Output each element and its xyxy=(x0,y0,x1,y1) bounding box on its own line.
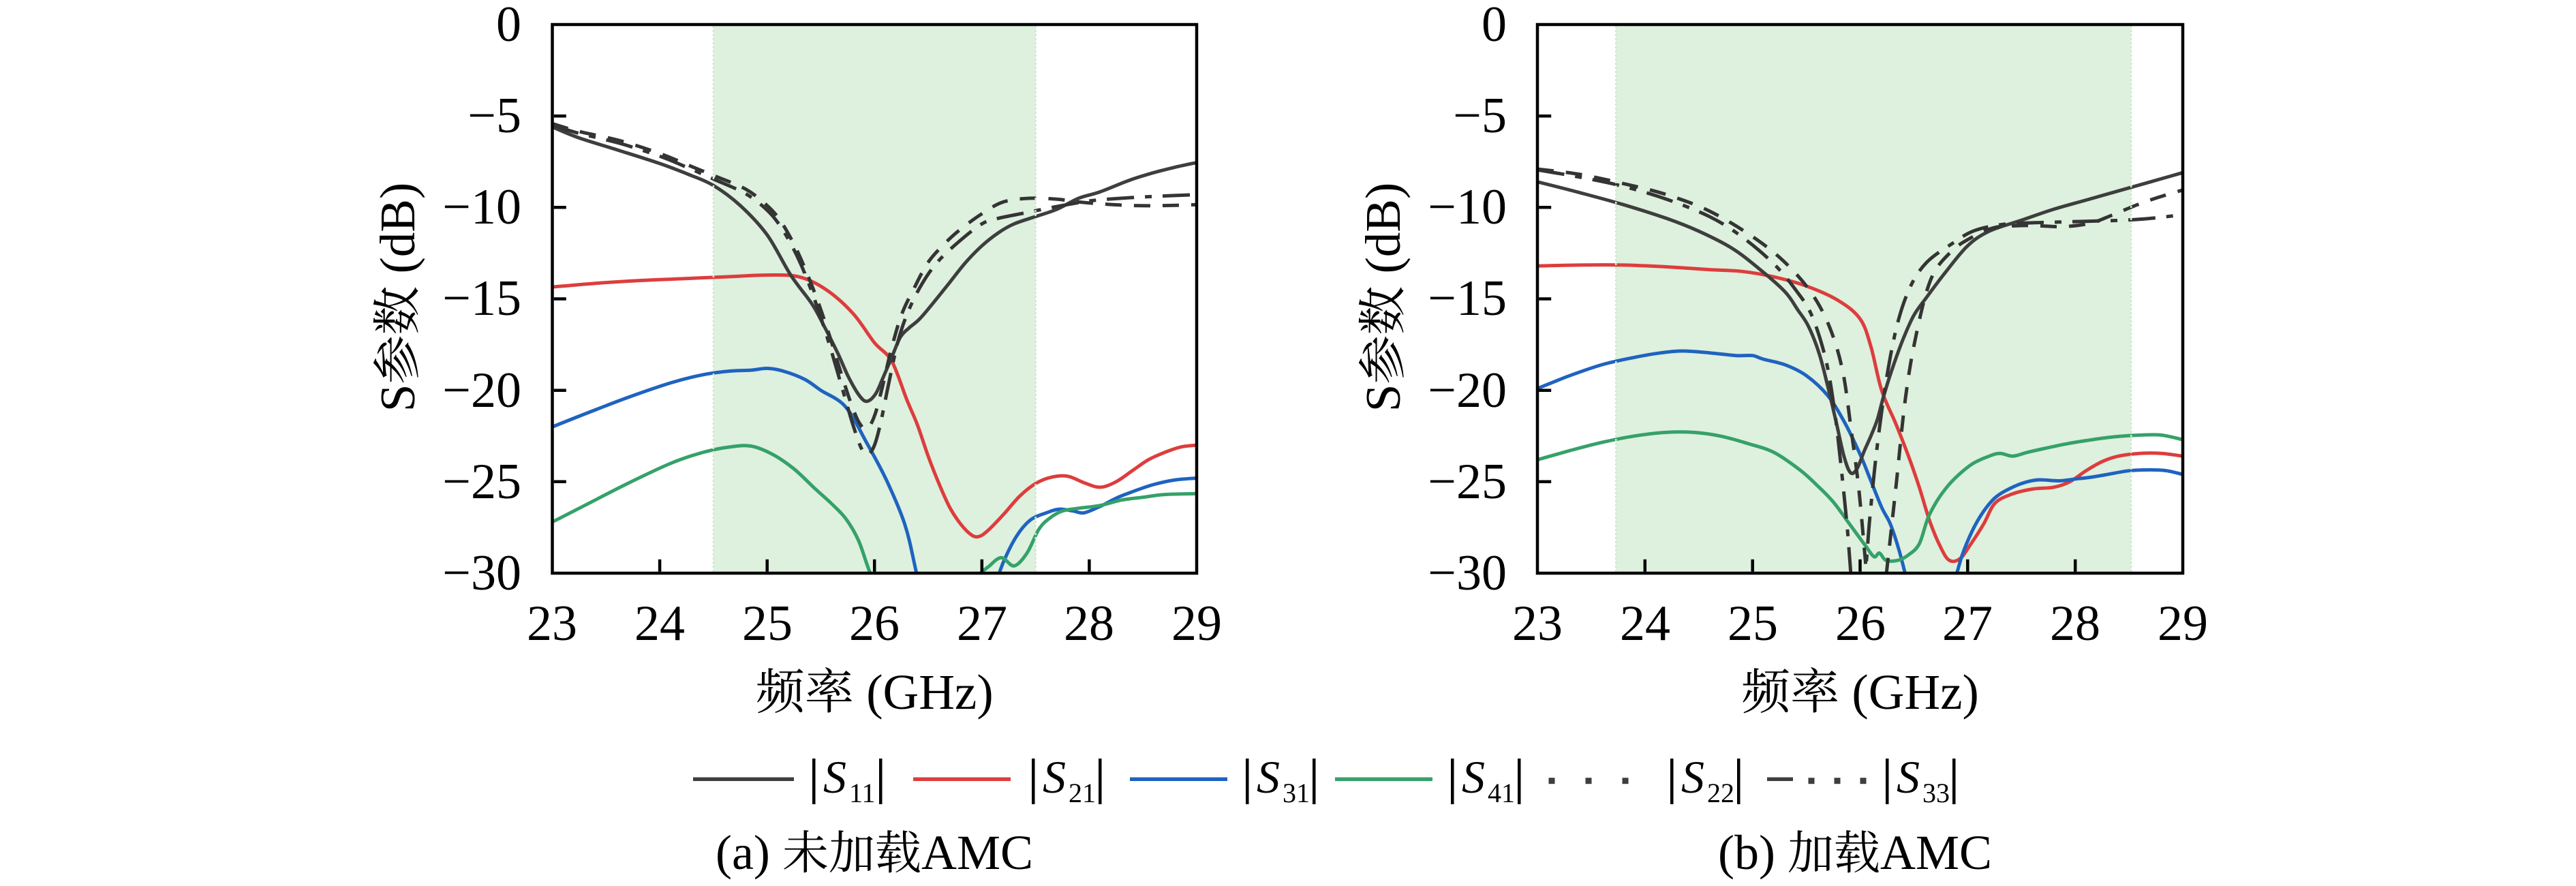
svg-text:−30: −30 xyxy=(442,545,521,601)
svg-text:25: 25 xyxy=(1728,596,1778,652)
svg-text:(GHz): (GHz) xyxy=(866,664,993,720)
svg-text:26: 26 xyxy=(849,596,900,652)
svg-text:23: 23 xyxy=(1512,596,1563,652)
svg-text:−15: −15 xyxy=(442,271,521,326)
svg-text:29: 29 xyxy=(2158,596,2208,652)
svg-text:S: S xyxy=(1257,751,1280,803)
svg-text:−25: −25 xyxy=(442,454,521,510)
svg-text:24: 24 xyxy=(1620,596,1670,652)
svg-text:AMC: AMC xyxy=(1880,825,1992,880)
svg-text:0: 0 xyxy=(1482,0,1507,52)
svg-text:S: S xyxy=(1462,751,1485,803)
svg-text:27: 27 xyxy=(957,596,1007,652)
svg-text:−20: −20 xyxy=(1428,363,1507,418)
svg-text:22: 22 xyxy=(1707,778,1734,808)
svg-text:0: 0 xyxy=(496,0,521,52)
svg-text:−15: −15 xyxy=(1428,271,1507,326)
svg-text:11: 11 xyxy=(849,778,876,808)
svg-text:−20: −20 xyxy=(442,363,521,418)
svg-text:25: 25 xyxy=(742,596,793,652)
svg-text:S: S xyxy=(370,384,425,412)
svg-text:S: S xyxy=(1681,751,1704,803)
svg-text:(GHz): (GHz) xyxy=(1852,664,1978,720)
svg-text:AMC: AMC xyxy=(921,825,1033,880)
svg-text:29: 29 xyxy=(1171,596,1222,652)
svg-text:28: 28 xyxy=(2050,596,2100,652)
svg-text:23: 23 xyxy=(527,596,577,652)
svg-text:S: S xyxy=(1897,751,1920,803)
svg-text:27: 27 xyxy=(1942,596,1993,652)
svg-text:−10: −10 xyxy=(442,179,521,235)
svg-text:(dB): (dB) xyxy=(1355,183,1411,274)
svg-text:−5: −5 xyxy=(1453,88,1507,144)
svg-text:(dB): (dB) xyxy=(370,183,425,274)
svg-text:−30: −30 xyxy=(1428,545,1507,601)
svg-text:28: 28 xyxy=(1064,596,1114,652)
svg-text:26: 26 xyxy=(1835,596,1886,652)
svg-text:S: S xyxy=(823,751,846,803)
svg-text:−10: −10 xyxy=(1428,179,1507,235)
svg-text:(a): (a) xyxy=(716,825,770,880)
svg-text:−5: −5 xyxy=(467,88,521,144)
svg-text:21: 21 xyxy=(1069,778,1096,808)
svg-text:24: 24 xyxy=(634,596,685,652)
svg-text:31: 31 xyxy=(1283,778,1310,808)
svg-text:S: S xyxy=(1043,751,1066,803)
svg-text:(b): (b) xyxy=(1718,825,1775,880)
svg-text:33: 33 xyxy=(1922,778,1950,808)
svg-text:S: S xyxy=(1355,384,1411,412)
svg-text:41: 41 xyxy=(1488,778,1515,808)
svg-text:−25: −25 xyxy=(1428,454,1507,510)
